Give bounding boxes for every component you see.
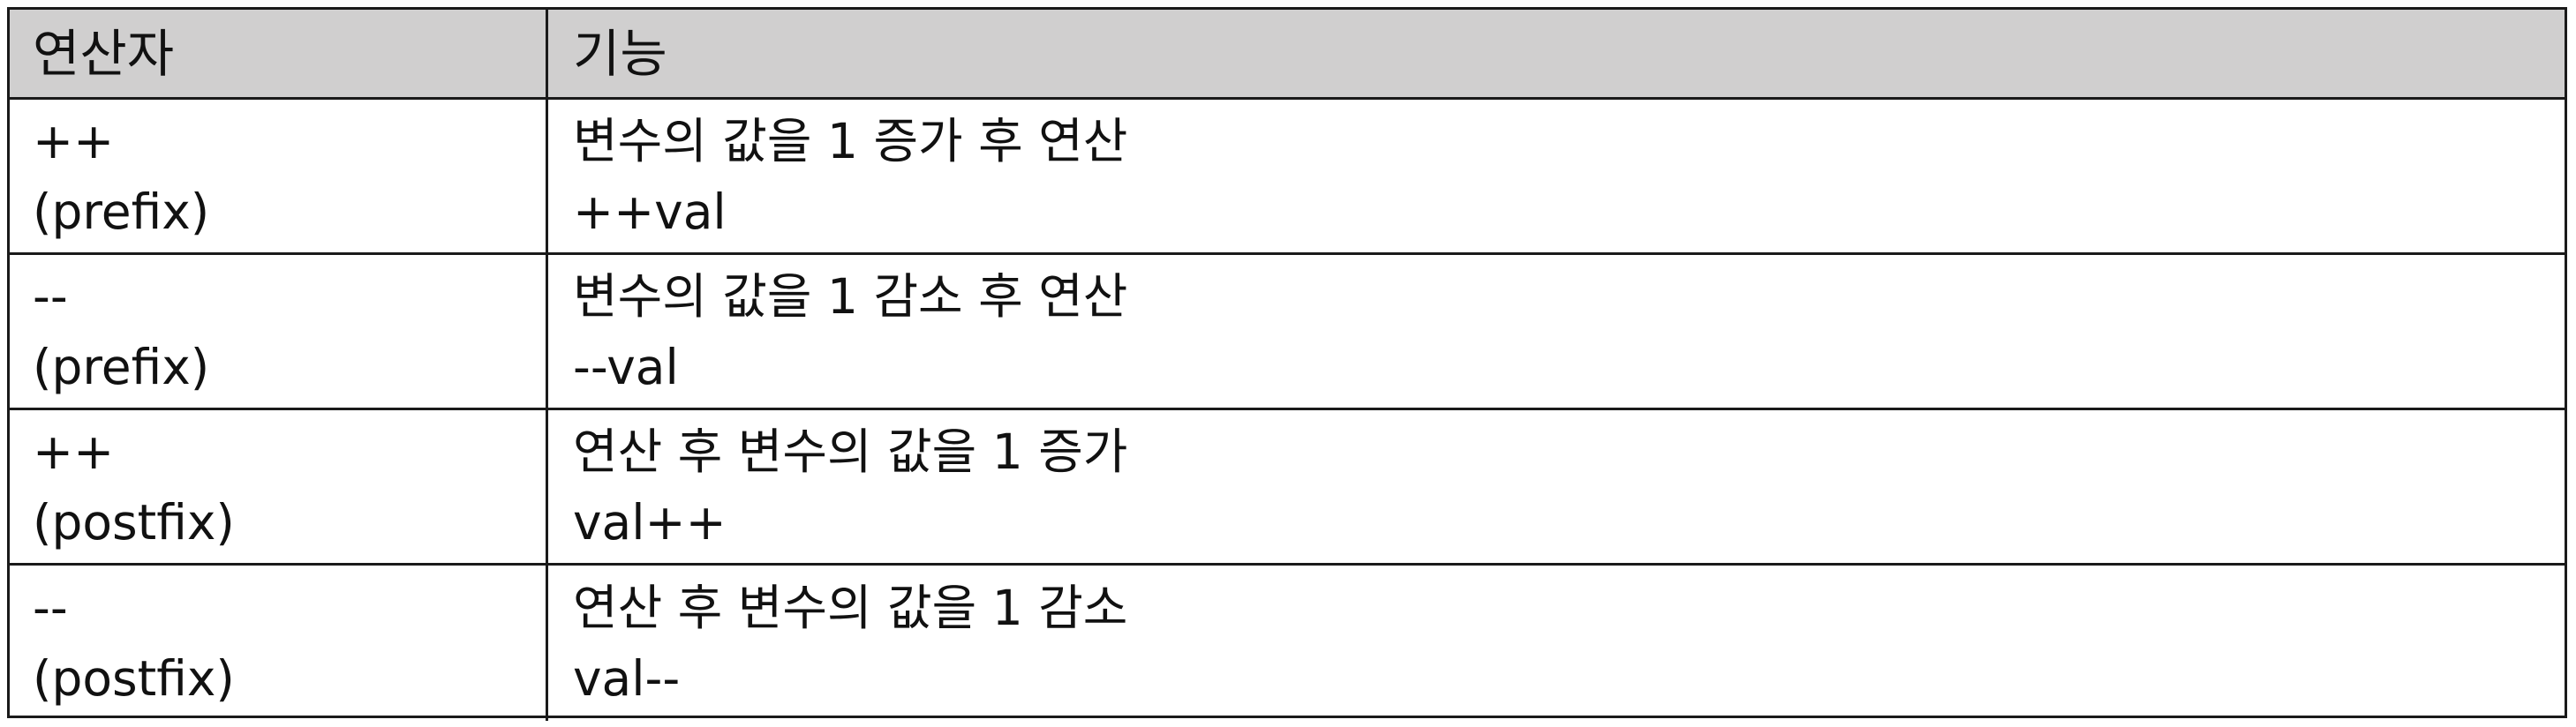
operator-cell: -- (postfix) [10, 566, 548, 721]
operator-symbol: ++ [33, 423, 115, 480]
function-example: ++val [573, 183, 727, 240]
operator-cell: ++ (prefix) [10, 100, 548, 255]
operator-kind: (prefix) [33, 183, 210, 240]
operator-kind: (prefix) [33, 338, 210, 395]
function-example: val++ [573, 493, 727, 551]
function-cell: 연산 후 변수의 값을 1 증가 val++ [548, 410, 2565, 566]
function-description: 변수의 값을 1 감소 후 연산 [573, 267, 1128, 325]
operator-symbol: -- [33, 580, 68, 636]
function-cell: 변수의 값을 1 증가 후 연산 ++val [548, 100, 2565, 255]
function-cell: 변수의 값을 1 감소 후 연산 --val [548, 255, 2565, 410]
operator-table: 연산자 기능 ++ (prefix) 변수의 값을 1 증가 후 연산 ++va… [7, 7, 2567, 721]
function-example: --val [573, 338, 679, 395]
operator-kind: (postfix) [33, 493, 235, 551]
function-example: val-- [573, 650, 681, 707]
header-operator-label: 연산자 [33, 23, 175, 84]
function-description: 연산 후 변수의 값을 1 증가 [573, 423, 1128, 480]
operator-cell: -- (prefix) [10, 255, 548, 410]
function-description: 변수의 값을 1 증가 후 연산 [573, 112, 1128, 169]
header-operator: 연산자 [10, 10, 548, 100]
function-cell: 연산 후 변수의 값을 1 감소 val-- [548, 566, 2565, 721]
operator-symbol: ++ [33, 112, 115, 169]
header-function: 기능 [548, 10, 2565, 100]
header-function-label: 기능 [573, 23, 667, 84]
operator-kind: (postfix) [33, 650, 235, 707]
operator-symbol: -- [33, 267, 68, 325]
operator-cell: ++ (postfix) [10, 410, 548, 566]
function-description: 연산 후 변수의 값을 1 감소 [573, 580, 1128, 636]
